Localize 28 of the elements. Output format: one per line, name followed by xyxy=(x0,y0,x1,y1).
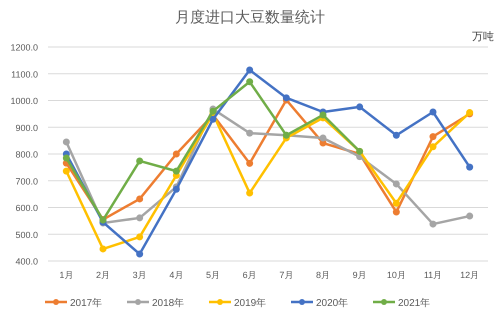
y-tick-label: 900.0 xyxy=(15,122,38,133)
x-tick-label: 7月 xyxy=(279,270,294,280)
y-tick-label: 700.0 xyxy=(15,176,38,186)
x-tick-label: 8月 xyxy=(316,270,330,280)
legend-label: 2019年 xyxy=(234,297,266,309)
y-tick-label: 1100.0 xyxy=(11,69,38,80)
y-tick-label: 1000.0 xyxy=(10,96,38,106)
y-tick-label: 600.0 xyxy=(15,203,38,213)
legend-label: 2021年 xyxy=(398,297,430,309)
legend-label: 2017年 xyxy=(70,297,102,309)
x-tick-label: 1月 xyxy=(59,270,74,280)
x-tick-label: 5月 xyxy=(206,270,220,280)
x-tick-label: 6月 xyxy=(242,270,257,280)
text: 万吨 xyxy=(472,30,494,43)
legend-label: 2018年 xyxy=(152,297,184,309)
x-tick-label: 3月 xyxy=(132,270,147,280)
legend-label: 2020年 xyxy=(316,297,348,309)
y-tick-label: 500.0 xyxy=(15,230,38,240)
x-tick-label: 4月 xyxy=(169,270,184,280)
chart-title: 月度进口大豆数量统计 xyxy=(175,9,325,26)
x-tick-label: 10月 xyxy=(386,270,406,280)
x-tick-label: 9月 xyxy=(352,270,367,280)
x-tick-label: 2月 xyxy=(96,270,110,280)
x-tick-label: 12月 xyxy=(460,270,480,280)
y-tick-label: 400.0 xyxy=(15,256,38,266)
x-tick-label: 11月 xyxy=(424,270,442,280)
y-tick-label: 800.0 xyxy=(15,150,38,160)
y-tick-label: 1200.0 xyxy=(10,42,38,52)
